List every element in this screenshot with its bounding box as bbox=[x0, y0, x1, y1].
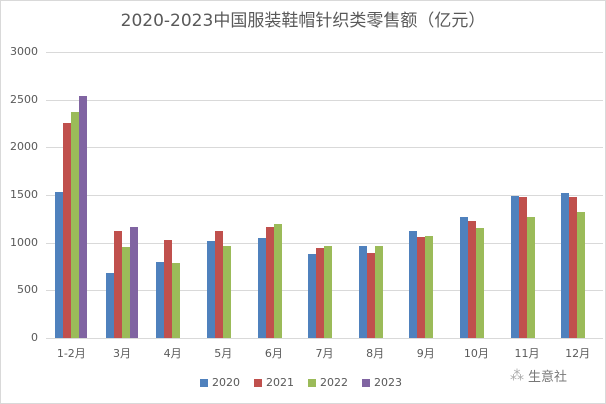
legend-item: 2020 bbox=[200, 376, 240, 389]
bar-2022 bbox=[273, 223, 282, 338]
legend-item: 2022 bbox=[308, 376, 348, 389]
bar-2021 bbox=[316, 247, 325, 338]
bar-2020 bbox=[55, 192, 63, 338]
x-tick-label: 7月 bbox=[315, 347, 334, 360]
chart-title: 2020-2023中国服装鞋帽针织类零售额（亿元） bbox=[120, 11, 486, 31]
x-tick-label: 9月 bbox=[416, 347, 435, 360]
y-tick-label: 500 bbox=[17, 283, 38, 297]
bar-2021 bbox=[265, 226, 274, 338]
bar-2022 bbox=[121, 246, 130, 338]
gridline bbox=[46, 99, 603, 101]
x-tick-label: 11月 bbox=[514, 347, 540, 360]
x-tick-label: 6月 bbox=[264, 347, 283, 360]
wechat-icon: ⁂ bbox=[510, 367, 524, 384]
x-tick-label: 5月 bbox=[214, 347, 233, 360]
bar-2021 bbox=[214, 230, 223, 338]
x-tick-label: 10月 bbox=[463, 347, 489, 360]
bar-2020 bbox=[358, 246, 367, 338]
y-tick-label: 2500 bbox=[10, 92, 38, 106]
bar-2022 bbox=[222, 246, 231, 338]
legend: 2020 2021 2022 2023 bbox=[200, 376, 402, 389]
bar-2023 bbox=[129, 226, 138, 338]
bar-2022 bbox=[425, 235, 434, 338]
gridline bbox=[46, 52, 603, 53]
bar-2022 bbox=[324, 246, 333, 338]
x-tick-label: 8月 bbox=[366, 347, 385, 360]
bar-2022 bbox=[526, 216, 535, 338]
x-tick-label: 4月 bbox=[163, 347, 182, 360]
bar-2021 bbox=[569, 196, 578, 338]
bar-2021 bbox=[63, 122, 71, 338]
gridline bbox=[46, 338, 603, 339]
y-tick-label: 2000 bbox=[10, 140, 38, 154]
bar-2020 bbox=[156, 261, 165, 338]
legend-swatch bbox=[200, 378, 208, 387]
bar-2021 bbox=[417, 236, 426, 338]
bar-2021 bbox=[468, 220, 477, 338]
bar-2023 bbox=[79, 95, 87, 338]
bar-2022 bbox=[577, 212, 586, 338]
y-tick-label: 1500 bbox=[10, 188, 38, 201]
bar-2022 bbox=[476, 227, 485, 338]
bar-2020 bbox=[561, 193, 570, 338]
bar-2022 bbox=[172, 262, 181, 338]
gridline bbox=[46, 242, 603, 244]
y-tick-label: 3000 bbox=[10, 45, 38, 58]
legend-label: 2022 bbox=[320, 376, 348, 389]
bar-2020 bbox=[105, 272, 114, 338]
legend-item: 2021 bbox=[254, 376, 294, 389]
x-tick-label: 1-2月 bbox=[56, 347, 86, 360]
gridline bbox=[46, 195, 603, 196]
bar-2020 bbox=[257, 237, 266, 338]
y-tick-label: 0 bbox=[31, 331, 38, 344]
legend-label: 2023 bbox=[374, 376, 402, 389]
x-tick-label: 3月 bbox=[112, 347, 131, 360]
bar-2020 bbox=[206, 240, 215, 338]
x-tick-label: 12月 bbox=[565, 347, 591, 360]
bar-2020 bbox=[460, 216, 469, 338]
bar-2020 bbox=[510, 195, 519, 338]
legend-swatch bbox=[254, 378, 262, 387]
bar-2022 bbox=[71, 112, 79, 338]
bar-2020 bbox=[308, 254, 317, 338]
y-tick-label: 1000 bbox=[10, 235, 38, 249]
bar-2021 bbox=[366, 252, 375, 338]
watermark: ⁂ 生意社 bbox=[510, 366, 568, 386]
bar-2021 bbox=[164, 239, 173, 338]
gridline bbox=[46, 147, 603, 149]
legend-swatch bbox=[308, 378, 316, 387]
watermark-text: 生意社 bbox=[528, 370, 568, 385]
bar-2020 bbox=[409, 230, 418, 338]
legend-label: 2021 bbox=[266, 376, 294, 389]
bar-2022 bbox=[374, 246, 383, 338]
bar-2021 bbox=[518, 196, 527, 338]
legend-item: 2023 bbox=[362, 376, 402, 389]
legend-swatch bbox=[362, 378, 370, 387]
bar-2021 bbox=[113, 230, 122, 338]
legend-label: 2020 bbox=[212, 376, 240, 389]
